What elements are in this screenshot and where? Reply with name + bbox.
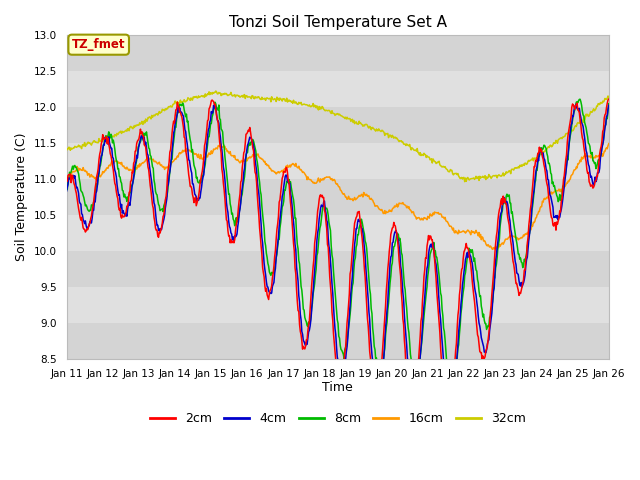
Bar (67, 251, 609, 287)
Bar (67, 36, 609, 72)
Bar (67, 72, 609, 107)
Bar (67, 107, 609, 143)
X-axis label: Time: Time (323, 382, 353, 395)
Bar (67, 143, 609, 179)
Bar (67, 215, 609, 251)
Title: Tonzi Soil Temperature Set A: Tonzi Soil Temperature Set A (228, 15, 447, 30)
Legend: 2cm, 4cm, 8cm, 16cm, 32cm: 2cm, 4cm, 8cm, 16cm, 32cm (145, 407, 531, 430)
Y-axis label: Soil Temperature (C): Soil Temperature (C) (15, 133, 28, 262)
Bar (67, 323, 609, 359)
Text: TZ_fmet: TZ_fmet (72, 38, 125, 51)
Bar (67, 179, 609, 215)
Bar (67, 287, 609, 323)
